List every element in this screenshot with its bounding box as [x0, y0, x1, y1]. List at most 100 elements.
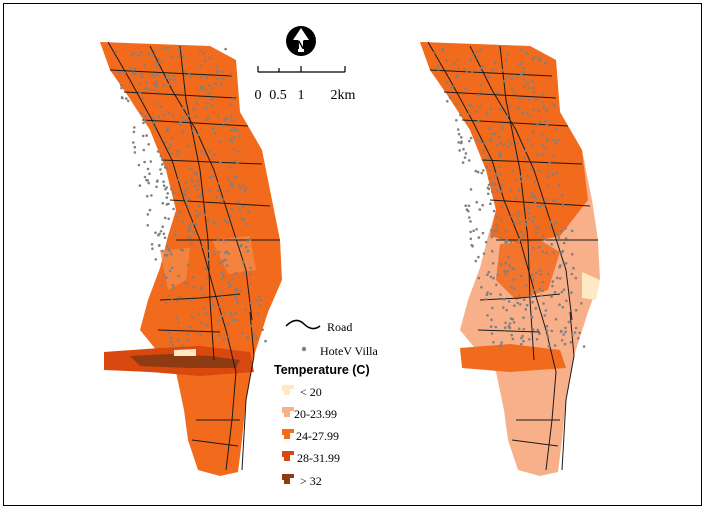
villa-point [499, 108, 502, 111]
villa-point [502, 143, 506, 146]
villa-point [156, 150, 160, 153]
villa-point [225, 264, 229, 267]
villa-point [182, 55, 186, 58]
legend-temperature-classes: < 20 20-23.99 24-27.99 28-31.99 > 32 [282, 385, 340, 488]
villa-point [152, 75, 156, 78]
villa-point [178, 210, 181, 214]
villa-point [190, 298, 193, 302]
villa-point [204, 88, 207, 92]
villa-point [480, 285, 483, 289]
villa-point [201, 84, 204, 88]
villa-point [534, 307, 538, 310]
villa-point [560, 229, 563, 233]
villa-point [242, 260, 245, 264]
villa-point [140, 111, 143, 115]
villa-point [186, 235, 190, 239]
villa-point [163, 77, 167, 80]
villa-point [545, 109, 548, 113]
villa-point [520, 48, 524, 51]
legend-class-label-3: 24-27.99 [296, 429, 339, 443]
villa-point [507, 138, 511, 142]
villa-point [195, 101, 199, 105]
villa-point [498, 136, 502, 139]
left-map-roads [107, 41, 280, 471]
villa-point [467, 204, 471, 208]
villa-point [470, 243, 474, 247]
legend-swatch-2 [282, 407, 294, 417]
villa-point [553, 104, 557, 108]
villa-point [542, 302, 545, 305]
villa-point [203, 153, 207, 156]
villa-point [249, 282, 253, 286]
villa-point [521, 61, 524, 64]
villa-point [509, 188, 512, 192]
villa-point [555, 232, 558, 235]
scale-bar: 0 0.5 1 2km [255, 66, 356, 103]
villa-point [181, 344, 184, 347]
villa-point [545, 329, 549, 332]
villa-point [205, 76, 209, 79]
villa-point [152, 88, 156, 92]
villa-point [505, 114, 509, 118]
villa-point [552, 138, 556, 142]
villa-point [152, 125, 156, 129]
villa-point [537, 57, 540, 60]
villa-point [249, 301, 253, 305]
left-map-mid-patches [160, 236, 256, 290]
villa-point [250, 324, 253, 328]
villa-point [177, 338, 180, 342]
villa-point [197, 195, 200, 199]
villa-point [472, 229, 475, 233]
villa-point [532, 216, 536, 219]
villa-point [522, 298, 526, 302]
villa-point [216, 69, 219, 73]
villa-point [545, 251, 548, 255]
villa-point [159, 168, 162, 171]
villa-point [207, 258, 211, 261]
villa-point [486, 186, 490, 190]
villa-point [218, 161, 222, 164]
villa-point [511, 337, 515, 341]
villa-point [525, 303, 529, 307]
villa-point [221, 198, 224, 201]
villa-point [161, 249, 164, 253]
villa-point [538, 59, 542, 63]
villa-point [548, 160, 551, 164]
villa-point [497, 91, 500, 94]
villa-point [561, 305, 565, 309]
villa-point [480, 171, 484, 175]
villa-point [557, 236, 561, 239]
villa-point [164, 302, 168, 305]
villa-point [525, 51, 528, 55]
villa-point [154, 258, 158, 261]
villa-point [157, 57, 161, 60]
villa-point [531, 220, 534, 223]
villa-point [538, 287, 541, 291]
villa-point [544, 146, 547, 150]
villa-point [499, 236, 502, 240]
villa-point [237, 184, 240, 188]
legend-class-label-4: 28-31.99 [297, 451, 340, 465]
villa-point [522, 316, 525, 320]
villa-point [482, 150, 485, 153]
villa-point [526, 206, 530, 210]
villa-point [120, 86, 123, 90]
villa-point [205, 118, 208, 122]
villa-point [536, 227, 540, 231]
villa-point [437, 68, 440, 71]
villa-point [552, 199, 555, 202]
villa-point [246, 223, 250, 226]
villa-point [138, 82, 141, 85]
villa-point [223, 118, 226, 121]
villa-point [522, 78, 526, 81]
villa-point-icon [301, 346, 307, 352]
villa-point [148, 88, 151, 91]
villa-point [138, 184, 142, 187]
villa-point [469, 220, 472, 223]
villa-point [205, 324, 209, 327]
villa-point [142, 121, 145, 125]
villa-point [246, 239, 249, 243]
villa-point [526, 82, 530, 85]
villa-point [218, 261, 222, 265]
villa-point [495, 224, 499, 227]
